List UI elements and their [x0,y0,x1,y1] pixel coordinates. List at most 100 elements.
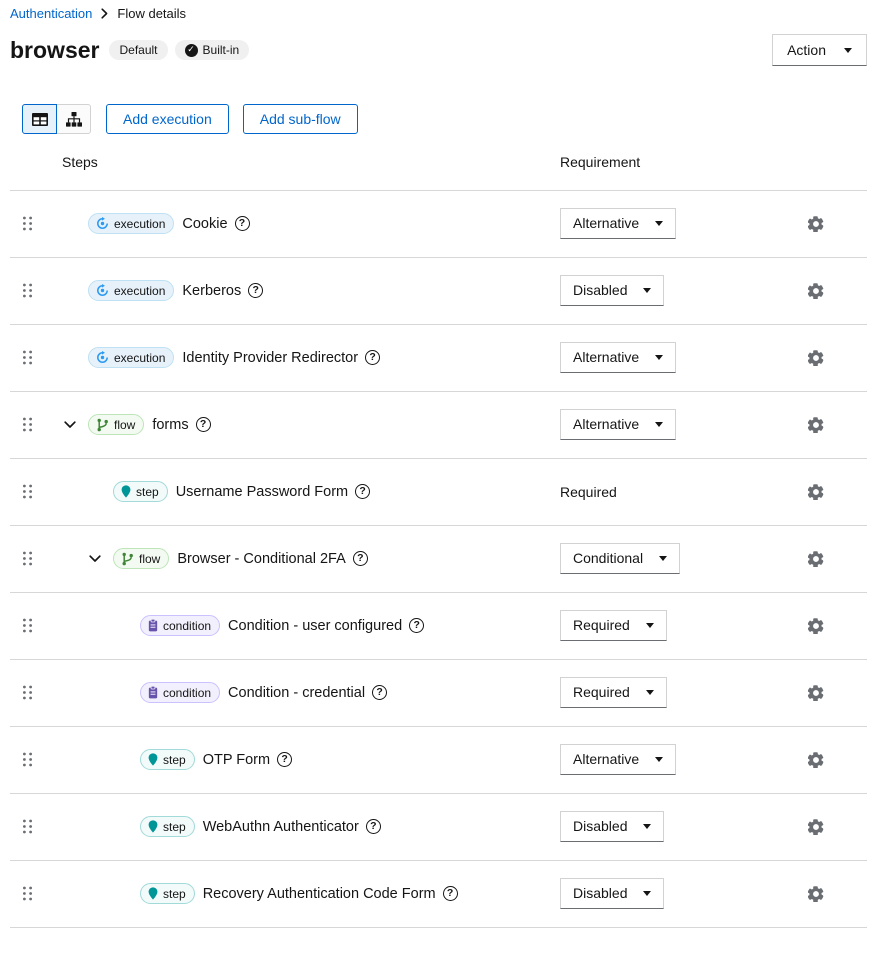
settings-button[interactable] [808,283,824,299]
drag-handle[interactable] [10,216,33,231]
drag-handle[interactable] [10,752,33,767]
breadcrumb-authentication-link[interactable]: Authentication [10,6,93,21]
table-row: execution Kerberos Disabled [10,257,867,325]
help-icon[interactable] [442,886,458,901]
step-badge: step [140,883,195,904]
caret-down-icon [643,890,652,896]
settings-button[interactable] [808,417,824,433]
breadcrumb-current: Flow details [117,6,187,21]
step-label: WebAuthn Authenticator [202,818,359,835]
table-icon [32,113,48,126]
gear-icon [808,417,824,433]
process-automation-icon [96,351,109,364]
angle-right-icon [101,8,108,19]
help-icon[interactable] [195,417,211,432]
caret-down-icon [655,354,664,360]
map-marker-icon [148,887,158,900]
builtin-badge-label: Built-in [202,43,240,57]
drag-handle[interactable] [10,551,33,566]
condition-badge: condition [140,615,221,636]
help-icon[interactable] [352,551,368,566]
gear-icon [808,350,824,366]
settings-button[interactable] [808,484,824,500]
requirement-select[interactable]: Alternative [560,409,677,440]
grip-vertical-icon [22,216,33,231]
requirement-select[interactable]: Alternative [560,342,677,373]
drag-handle[interactable] [10,886,33,901]
flow-steps-table: Steps Requirement execution Cookie Alter… [10,134,867,928]
add-subflow-button[interactable]: Add sub-flow [242,104,358,134]
drag-handle[interactable] [10,685,33,700]
toolbar: Add execution Add sub-flow [10,104,867,134]
drag-handle[interactable] [10,283,33,298]
diagram-view-button[interactable] [56,104,91,134]
step-badge: step [140,749,195,770]
step-badge: step [140,816,195,837]
help-icon[interactable] [277,752,293,767]
gear-icon [808,484,824,500]
settings-button[interactable] [808,551,824,567]
settings-button[interactable] [808,350,824,366]
step-label: Identity Provider Redirector [182,349,359,366]
step-label: Cookie [182,215,228,232]
table-row: flow forms Alternative [10,391,867,459]
table-row: execution Identity Provider Redirector A… [10,324,867,392]
settings-button[interactable] [808,618,824,634]
step-label: Username Password Form [175,483,349,500]
help-icon[interactable] [365,350,381,365]
grip-vertical-icon [22,618,33,633]
requirement-select[interactable]: Required [560,610,667,641]
requirement-select[interactable]: Disabled [560,811,665,842]
settings-button[interactable] [808,685,824,701]
chevron-down-icon [89,555,101,563]
expand-toggle[interactable] [85,555,105,563]
table-row: step Username Password Form Required [10,458,867,526]
help-icon[interactable] [234,216,250,231]
settings-button[interactable] [808,886,824,902]
settings-button[interactable] [808,752,824,768]
requirement-select[interactable]: Required [560,677,667,708]
add-execution-button[interactable]: Add execution [106,104,229,134]
map-marker-icon [121,485,131,498]
requirement-select[interactable]: Disabled [560,878,665,909]
requirement-select[interactable]: Alternative [560,744,677,775]
gear-icon [808,752,824,768]
settings-button[interactable] [808,819,824,835]
flow-badge: flow [88,414,145,435]
help-icon[interactable] [355,484,371,499]
table-row: flow Browser - Conditional 2FA Condition… [10,525,867,593]
step-badge: step [113,481,168,502]
help-icon[interactable] [365,819,381,834]
requirement-select[interactable]: Alternative [560,208,677,239]
requirement-select[interactable]: Disabled [560,275,665,306]
map-marker-icon [148,753,158,766]
help-icon[interactable] [409,618,425,633]
grip-vertical-icon [22,819,33,834]
action-dropdown[interactable]: Action [772,33,867,67]
settings-button[interactable] [808,216,824,232]
default-badge: Default [109,40,168,60]
expand-toggle[interactable] [60,421,80,429]
execution-badge: execution [88,280,175,301]
drag-handle[interactable] [10,819,33,834]
help-icon[interactable] [372,685,388,700]
table-view-button[interactable] [22,104,57,134]
gear-icon [808,618,824,634]
table-row: step OTP Form Alternative [10,726,867,794]
map-marker-icon [148,820,158,833]
step-label: Browser - Conditional 2FA [177,550,346,567]
drag-handle[interactable] [10,618,33,633]
help-icon[interactable] [248,283,264,298]
drag-handle[interactable] [10,350,33,365]
caret-down-icon [645,689,654,695]
table-row: condition Condition - user configured Re… [10,592,867,660]
drag-handle[interactable] [10,484,33,499]
step-label: forms [152,416,189,433]
builtin-badge: Built-in [174,40,250,60]
caret-down-icon [643,823,652,829]
step-label: Recovery Authentication Code Form [202,885,436,902]
requirement-select[interactable]: Conditional [560,543,681,574]
drag-handle[interactable] [10,417,33,432]
gear-icon [808,283,824,299]
grip-vertical-icon [22,350,33,365]
